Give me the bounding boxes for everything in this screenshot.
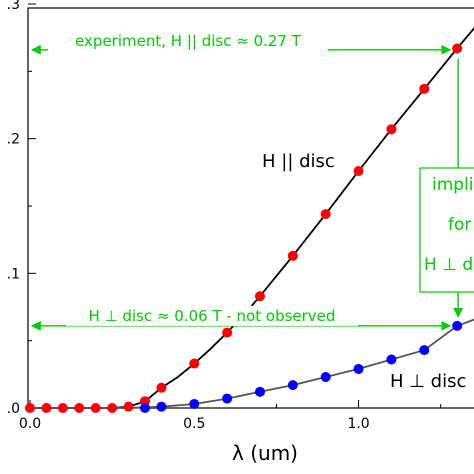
x-tick-label: 1.0 <box>347 416 369 432</box>
perpendicular-data-point <box>222 393 233 404</box>
perpendicular-data-point <box>353 363 364 374</box>
x-tick-label: 0.5 <box>183 416 205 432</box>
perpendicular-data-point <box>386 354 397 365</box>
perpendicular-data-point <box>320 372 331 383</box>
perpendicular-data-point <box>452 320 463 331</box>
y-tick-label: .2 <box>7 132 20 148</box>
perpendicular-data-point <box>287 380 298 391</box>
parallel-data-point <box>107 403 118 413</box>
parallel-data-point <box>419 83 430 94</box>
parallel-data-point <box>25 403 35 413</box>
parallel-data-point <box>255 291 265 302</box>
parallel-data-point <box>90 403 101 413</box>
parallel-data-point <box>74 403 85 413</box>
implied-box-line: H ⊥ d <box>424 255 473 275</box>
perpendicular-data-point <box>419 345 430 356</box>
annotations: experiment, H || disc ≈ 0.27 T H ⊥ disc ≈… <box>31 30 474 392</box>
perpendicular-data-point <box>140 403 150 413</box>
perpendicular-data-point <box>156 401 167 412</box>
y-tick-label: .3 <box>7 0 20 13</box>
parallel-data-point <box>123 401 134 412</box>
y-tick-label: .1 <box>7 266 20 282</box>
axis-ticks: 0.0 0.5 1.0 .0 .1 .2 .3 <box>7 0 442 432</box>
bottom-arrow-text: H ⊥ disc ≈ 0.06 T - not observed <box>89 307 336 325</box>
plot-area <box>27 7 474 409</box>
parallel-data-point <box>156 382 167 393</box>
implied-box-line: implie <box>432 175 474 195</box>
parallel-data-point <box>386 124 397 135</box>
perpendicular-data-point <box>255 386 265 397</box>
perpendicular-data-point <box>189 398 200 409</box>
parallel-curve-label: H || disc <box>262 151 335 172</box>
implied-box <box>419 167 474 293</box>
x-tick-label: 0.0 <box>19 416 41 432</box>
parallel-data-point <box>57 403 68 413</box>
implied-box-line: for <box>448 215 471 235</box>
y-tick-label: .0 <box>7 401 20 417</box>
parallel-data-point <box>287 250 298 261</box>
x-axis-label: λ (um) <box>232 441 298 465</box>
perpendicular-curve-label: H ⊥ disc <box>390 371 466 392</box>
parallel-data-point <box>189 358 200 369</box>
parallel-data-point <box>41 403 52 413</box>
parallel-data-point <box>222 327 233 338</box>
bottom-arrow-text-bg <box>66 305 358 326</box>
parallel-data-point <box>452 43 463 54</box>
series-markers <box>25 43 463 413</box>
parallel-data-point <box>320 209 331 220</box>
top-arrow-text-bg <box>48 30 328 51</box>
top-arrow-text: experiment, H || disc ≈ 0.27 T <box>75 32 302 50</box>
parallel-data-point <box>353 165 364 176</box>
